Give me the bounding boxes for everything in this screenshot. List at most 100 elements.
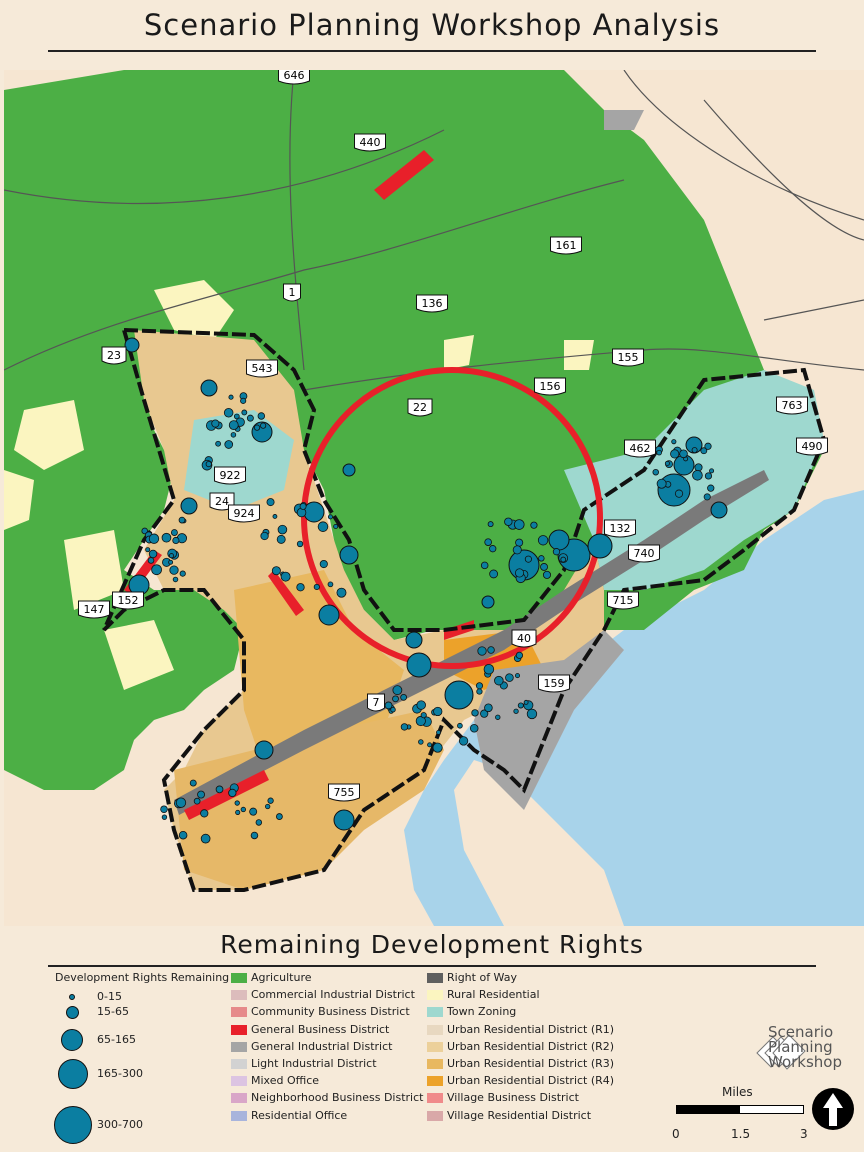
- legend-swatch: [427, 1076, 443, 1087]
- route-shield-23: 23: [101, 346, 127, 365]
- development-bubble: [179, 570, 186, 577]
- route-shield-152: 152: [112, 591, 144, 610]
- development-bubble: [694, 463, 703, 472]
- development-bubble: [124, 337, 140, 353]
- route-shield-440: 440: [354, 133, 386, 152]
- route-shield-136: 136: [416, 294, 448, 313]
- svg-text:22: 22: [413, 401, 427, 414]
- development-bubble: [710, 501, 728, 519]
- development-bubble: [444, 680, 474, 710]
- development-bubble: [471, 709, 479, 717]
- development-bubble: [400, 723, 409, 731]
- development-bubble: [197, 790, 206, 799]
- scale-tick: 1.5: [731, 1127, 751, 1141]
- legend-item: Urban Residential District (R4): [427, 1074, 614, 1088]
- development-bubble: [319, 559, 328, 569]
- development-bubble: [524, 555, 532, 563]
- development-bubble: [160, 805, 168, 814]
- development-bubble: [489, 545, 497, 553]
- development-bubble: [458, 736, 469, 746]
- development-bubble: [180, 497, 198, 515]
- development-bubble: [656, 449, 662, 456]
- legend-item: Residential Office: [231, 1109, 347, 1123]
- development-bubble: [267, 797, 274, 804]
- development-bubble: [704, 472, 713, 480]
- development-bubble: [169, 565, 179, 575]
- logo-text: Scenario Planning Workshop: [768, 1025, 842, 1070]
- development-bubble: [384, 701, 393, 710]
- title-divider: [48, 50, 816, 52]
- legend-swatch: [427, 1059, 443, 1069]
- legend-swatch: [427, 1024, 443, 1035]
- legend-item: Right of Way: [427, 971, 517, 985]
- development-bubble: [255, 819, 263, 826]
- development-bubble: [513, 708, 519, 714]
- bubble-legend-title: Development Rights Remaining: [55, 971, 230, 984]
- development-bubble: [494, 675, 504, 686]
- route-shield-40: 40: [511, 629, 537, 648]
- legend-item: Mixed Office: [231, 1074, 319, 1088]
- svg-text:136: 136: [422, 297, 443, 310]
- development-bubble: [257, 412, 266, 420]
- legend-swatch: [231, 1059, 247, 1069]
- legend-label: Right of Way: [447, 971, 517, 984]
- development-bubble: [656, 478, 667, 489]
- development-bubble: [296, 540, 304, 548]
- legend-swatch: [231, 1024, 247, 1035]
- development-bubble: [246, 414, 254, 422]
- svg-text:715: 715: [613, 594, 634, 607]
- bubble-size-label: 65-165: [97, 1033, 136, 1046]
- legend-label: Urban Residential District (R1): [447, 1022, 615, 1036]
- route-shield-490: 490: [796, 437, 828, 456]
- development-bubble: [303, 501, 325, 523]
- development-bubble: [707, 484, 715, 492]
- legend-label: Light Industrial District: [251, 1057, 377, 1070]
- route-shield-922: 922: [214, 466, 246, 485]
- development-bubble: [277, 524, 288, 535]
- route-shield-132: 132: [604, 519, 636, 538]
- development-bubble: [691, 447, 698, 454]
- water-body: [404, 490, 864, 926]
- legend-swatch: [231, 1007, 247, 1018]
- development-bubble: [515, 651, 524, 659]
- legend-label: Neighborhood Business District: [251, 1091, 424, 1105]
- svg-text:161: 161: [556, 239, 577, 252]
- development-bubble: [392, 695, 399, 703]
- route-shield-924: 924: [228, 504, 260, 523]
- development-bubble: [483, 663, 495, 675]
- legend-label: Urban Residential District (R2): [447, 1039, 615, 1053]
- development-bubble: [537, 535, 549, 546]
- legend-label: General Industrial District: [251, 1039, 393, 1053]
- legend-item: Rural Residential: [427, 988, 540, 1002]
- legend-label: Urban Residential District (R4): [447, 1074, 615, 1088]
- logo-line: Planning: [768, 1038, 833, 1056]
- legend-item: Urban Residential District (R2): [427, 1040, 614, 1054]
- development-bubble: [664, 460, 670, 466]
- development-bubble: [333, 809, 355, 831]
- route-shield-7: 7: [367, 693, 385, 712]
- development-bubble: [692, 470, 703, 481]
- route-shield-155: 155: [612, 348, 644, 367]
- legend-label: Community Business District: [251, 1005, 410, 1019]
- development-bubble: [145, 547, 151, 553]
- zoning-map[interactable]: 646 440 161 1 136 23 543 155 156 22 763 490 462 922 24…: [4, 70, 864, 926]
- development-bubble: [241, 409, 248, 416]
- development-bubble: [224, 440, 234, 449]
- legend-swatch: [231, 1076, 247, 1087]
- development-bubble: [296, 583, 305, 592]
- scale-bar: [676, 1105, 804, 1114]
- legend-item: Commercial Industrial District: [231, 988, 415, 1002]
- legend-label: Village Business District: [447, 1091, 579, 1105]
- route-shield-1: 1: [283, 283, 301, 302]
- development-bubble: [484, 703, 493, 713]
- route-shield-462: 462: [624, 439, 656, 458]
- development-bubble: [200, 379, 218, 397]
- development-bubble: [276, 534, 286, 544]
- development-bubble: [228, 788, 237, 798]
- bubble-size-label: 15-65: [97, 1005, 129, 1018]
- route-shield-161: 161: [550, 236, 582, 255]
- development-bubble: [275, 813, 283, 820]
- development-bubble: [205, 460, 212, 468]
- development-bubble: [487, 646, 495, 654]
- development-bubble: [512, 545, 522, 555]
